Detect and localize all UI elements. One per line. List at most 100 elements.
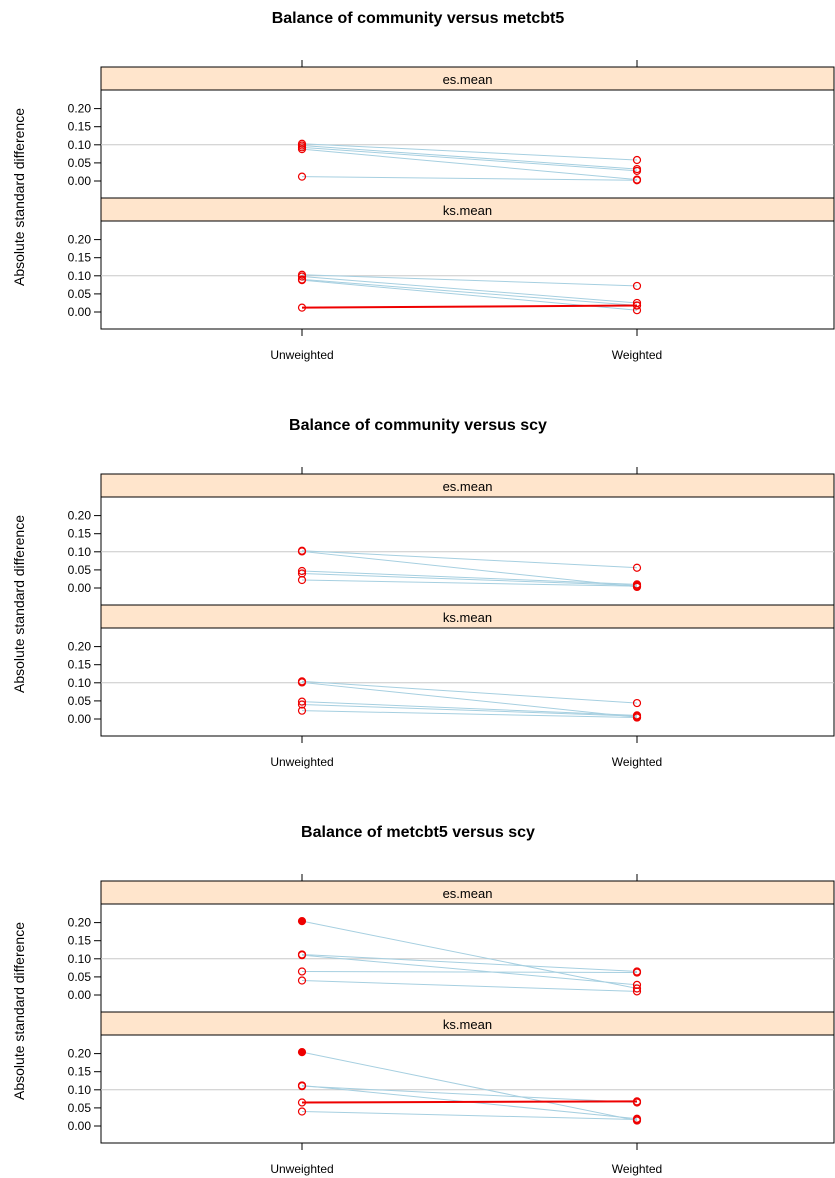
data-point (297, 145, 307, 154)
series-line (301, 278, 638, 306)
panel-plot-area (100, 496, 835, 606)
y-tick-label: 0.20 (68, 509, 92, 523)
y-tick-label: 0.15 (68, 527, 92, 541)
series-line (301, 681, 638, 718)
y-tick-label: 0.00 (68, 712, 92, 726)
series-line (301, 148, 638, 181)
chart-title: Balance of metcbt5 versus scy (301, 824, 535, 841)
panel-ks-mean: ks.mean 0.00 0.05 0.10 0.15 0.20 (68, 197, 835, 336)
series-line (301, 176, 638, 181)
data-point (632, 713, 642, 722)
data-point (297, 678, 307, 687)
y-tick-label: 0.10 (68, 676, 92, 690)
data-point (632, 1115, 642, 1124)
x-category-label: Unweighted (270, 1162, 333, 1176)
series-line (301, 146, 638, 172)
panel-strip-label: ks.mean (443, 610, 492, 625)
y-tick-label: 0.05 (68, 970, 92, 984)
y-tick-label: 0.10 (68, 952, 92, 966)
data-point (297, 951, 307, 960)
series-line (301, 570, 638, 585)
highlight-series-line (301, 304, 638, 309)
y-tick-label: 0.20 (68, 1047, 92, 1061)
y-tick-label: 0.15 (68, 1065, 92, 1079)
y-tick-label: 0.00 (68, 988, 92, 1002)
series-line (301, 143, 638, 161)
chart-title: Balance of community versus metcbt5 (272, 10, 565, 27)
data-point (297, 706, 307, 715)
chart-title: Balance of community versus scy (289, 417, 547, 434)
series-line (301, 1051, 638, 1122)
series-line (301, 550, 638, 588)
panel-plot-area (100, 627, 835, 737)
data-point (632, 1097, 642, 1106)
y-tick-label: 0.05 (68, 1101, 92, 1115)
series-line (301, 274, 638, 287)
series-line (301, 276, 638, 304)
series-line (301, 1111, 638, 1120)
data-point (297, 1107, 307, 1116)
series-line (301, 145, 638, 170)
data-point (297, 976, 307, 985)
y-axis-label: Absolute standard difference (11, 108, 27, 286)
data-point (297, 1098, 307, 1107)
y-tick-label: 0.00 (68, 305, 92, 319)
x-category-label: Unweighted (270, 348, 333, 362)
y-tick-label: 0.15 (68, 120, 92, 134)
data-point (632, 166, 642, 175)
series-line (301, 704, 638, 717)
data-point (297, 1082, 307, 1091)
data-point (297, 697, 307, 706)
series-line (301, 573, 638, 586)
panel-es-mean: es.mean 0.00 0.05 0.10 0.15 0.20 (68, 473, 835, 606)
series-line (301, 579, 638, 587)
series-line (301, 701, 638, 716)
data-point (632, 176, 642, 185)
panel-strip-label: ks.mean (443, 1017, 492, 1032)
chart-figure-3: Balance of metcbt5 versus scy Absolute st… (11, 824, 835, 1176)
data-point (297, 700, 307, 709)
chart-figure-1: Balance of community versus metcbt5 Absol… (11, 10, 835, 362)
data-point (297, 547, 307, 556)
panel-plot-area (100, 220, 835, 330)
y-tick-label: 0.15 (68, 251, 92, 265)
series-line (301, 680, 638, 704)
series-line (301, 710, 638, 719)
data-point (297, 272, 307, 281)
y-tick-label: 0.10 (68, 545, 92, 559)
panel-strip-label: ks.mean (443, 203, 492, 218)
y-tick-label: 0.05 (68, 156, 92, 170)
data-point (632, 968, 642, 977)
series-line (301, 1085, 638, 1103)
y-axis-label: Absolute standard difference (11, 515, 27, 693)
data-point (632, 987, 642, 996)
data-point (297, 303, 307, 312)
panel-strip-label: es.mean (443, 72, 493, 87)
y-tick-label: 0.10 (68, 269, 92, 283)
panel-es-mean: es.mean 0.00 0.05 0.10 0.15 0.20 (68, 66, 835, 199)
data-point (632, 155, 642, 165)
x-category-label: Unweighted (270, 755, 333, 769)
data-point (632, 563, 642, 572)
data-point (632, 306, 642, 315)
panel-strip-label: es.mean (443, 479, 493, 494)
y-tick-label: 0.05 (68, 563, 92, 577)
data-point-filled (297, 1048, 307, 1057)
panel-es-mean: es.mean 0.00 0.05 0.10 0.15 0.20 (68, 880, 835, 1013)
data-point (632, 301, 642, 310)
data-point (297, 967, 307, 976)
data-point (632, 582, 642, 591)
data-point (632, 698, 642, 708)
panel-plot-area (100, 89, 835, 199)
series-line (301, 970, 638, 974)
series-line (301, 980, 638, 992)
panel-ks-mean: ks.mean 0.00 0.05 0.10 0.15 0.20 (68, 1011, 835, 1150)
data-point (297, 575, 307, 585)
y-tick-label: 0.20 (68, 233, 92, 247)
y-tick-label: 0.10 (68, 1083, 92, 1097)
data-point (297, 566, 307, 576)
y-axis-label: Absolute standard difference (11, 922, 27, 1100)
x-category-label: Weighted (612, 1162, 662, 1176)
y-tick-label: 0.15 (68, 934, 92, 948)
y-tick-label: 0.20 (68, 916, 92, 930)
